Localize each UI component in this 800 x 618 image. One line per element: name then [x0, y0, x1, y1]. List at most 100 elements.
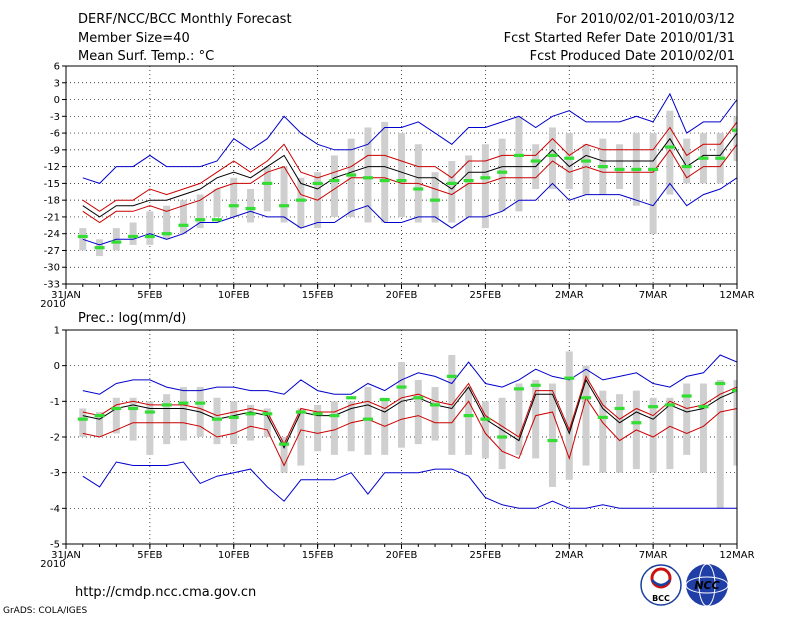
prec-spread-box: [750, 380, 757, 508]
temp-obs-marker: [161, 232, 172, 236]
temp-obs-marker: [581, 159, 592, 163]
prec-xtick-label: 2MAR: [555, 550, 584, 561]
temp-obs-marker: [715, 156, 726, 160]
prec-series-mean: [82, 378, 737, 449]
temp-xtick-label: 5FEB: [137, 290, 162, 301]
prec-obs-marker: [228, 415, 239, 419]
temp-obs-marker: [631, 167, 642, 172]
prec-obs-marker: [664, 403, 675, 407]
prec-spread-box: [431, 387, 439, 441]
prec-xtick-label: 20FEB: [386, 550, 418, 561]
prec-series-upper: [82, 375, 737, 446]
temp-series-max: [82, 92, 737, 184]
source-url[interactable]: http://cmdp.ncc.cma.gov.cn: [75, 585, 256, 600]
prec-obs-marker: [362, 417, 373, 421]
prec-obs-marker: [111, 406, 122, 411]
temp-obs-marker: [597, 165, 608, 169]
temp-xtick-label: 15FEB: [302, 290, 334, 301]
temp-spread-box: [297, 177, 305, 229]
temp-ytick-label: -12: [44, 162, 60, 173]
prec-spread-box: [716, 379, 724, 509]
temp-spread-box: [398, 133, 405, 217]
prec-obs-marker: [161, 403, 172, 407]
prec-obs-marker: [547, 438, 558, 443]
prec-spread-box: [179, 387, 187, 441]
prec-spread-box: [146, 401, 154, 455]
temp-xtick-label: 2MAR: [555, 290, 584, 301]
prec-obs-marker: [715, 381, 726, 386]
temp-obs-marker: [195, 218, 206, 222]
prec-spread-box: [414, 379, 422, 445]
prec-spread-box: [213, 397, 221, 445]
prec-spread-box: [683, 383, 691, 455]
prec-obs-marker: [463, 414, 474, 418]
prec-obs-marker: [279, 442, 290, 446]
prec-xtick-label: 31JAN: [51, 550, 81, 561]
temp-obs-marker: [144, 234, 155, 239]
temp-obs-marker: [346, 173, 357, 177]
prec-obs-marker: [329, 414, 340, 418]
temp-obs-marker: [362, 176, 373, 180]
temp-ytick-label: -30: [44, 263, 60, 274]
temp-spread-box: [666, 110, 674, 195]
prec-spread-box: [112, 397, 120, 434]
forecast-period-label: For 2010/02/01-2010/03/12: [556, 12, 735, 27]
temp-obs-marker: [245, 206, 256, 211]
temp-obs-marker: [396, 178, 407, 183]
temp-spread-box: [582, 144, 590, 195]
temp-obs-marker: [463, 178, 474, 183]
prec-series-lower: [82, 396, 737, 467]
prec-spread-box: [398, 362, 405, 448]
temp-obs-marker: [211, 218, 222, 222]
prec-spread-box: [666, 397, 674, 470]
member-size-label: Member Size=40: [78, 31, 190, 46]
bcc-logo-text: BCC: [652, 594, 670, 603]
prec-xtick-label: 7MAR: [639, 550, 668, 561]
temp-obs-marker: [497, 170, 508, 174]
prec-spread-box: [263, 408, 271, 437]
temp-spread-box: [683, 138, 691, 184]
prec-obs-marker: [245, 412, 256, 416]
prec-spread-box: [481, 401, 489, 459]
temp-series-lower: [82, 143, 737, 224]
temp-ytick-label: -33: [44, 280, 60, 291]
temp-spread-box: [515, 116, 523, 212]
prec-spread-box: [230, 401, 238, 445]
temp-ytick-label: -9: [50, 145, 60, 156]
temp-spread-box: [364, 127, 372, 223]
prec-ytick-label: -4: [50, 504, 60, 515]
ncc-logo: NCC: [685, 563, 729, 607]
temp-spread-box: [733, 116, 737, 162]
prec-spread-box: [548, 383, 556, 487]
prec-ytick-label: -2: [50, 433, 60, 444]
prec-obs-marker: [497, 435, 508, 439]
temp-obs-marker: [413, 187, 424, 191]
grads-credit: GrADS: COLA/IGES: [3, 606, 87, 616]
prec-spread-box: [247, 404, 255, 441]
prec-obs-marker: [94, 414, 105, 418]
prec-spread-box: [330, 401, 338, 455]
temp-xtick-label: 12MAR: [719, 290, 754, 301]
fcst-started-label: Fcst Started Refer Date 2010/01/31: [504, 31, 735, 46]
temp-obs-marker: [681, 165, 692, 169]
prec-obs-marker: [698, 405, 709, 409]
temp-obs-marker: [732, 128, 737, 132]
temp-spread-box: [548, 127, 556, 189]
prec-spread-box: [297, 408, 305, 466]
ncc-logo-text: NCC: [694, 579, 719, 592]
temp-ytick-label: -18: [44, 196, 60, 207]
variable-label: Mean Surf. Temp.: °C: [78, 49, 214, 64]
temp-spread-box: [79, 228, 87, 251]
prec-xtick-label: 12MAR: [719, 550, 754, 561]
prec-xtick-label: 15FEB: [302, 550, 334, 561]
temp-ytick-label: 0: [54, 95, 60, 106]
prec-obs-marker: [77, 417, 88, 421]
temp-obs-marker: [178, 223, 189, 227]
temp-obs-marker: [564, 156, 575, 160]
temp-obs-marker: [94, 246, 105, 250]
temp-obs-marker: [329, 178, 340, 183]
temp-obs-marker: [312, 181, 323, 185]
prec-obs-marker: [178, 401, 189, 405]
prec-spread-box: [96, 412, 104, 437]
